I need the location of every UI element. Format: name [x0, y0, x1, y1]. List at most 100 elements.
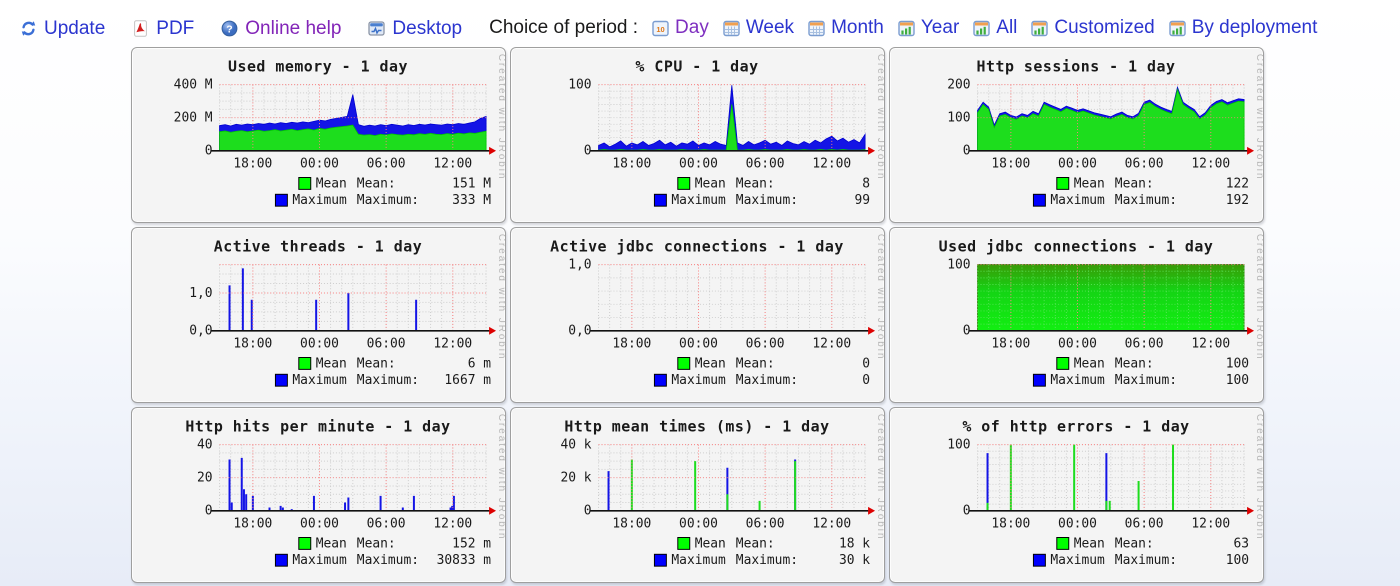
y-tick-label: 400 M [174, 78, 213, 93]
mean-stat-label: Mean: [1115, 356, 1154, 371]
chart-panel-http-sessions[interactable]: Http sessions - 1 day 0 100 200 18:00 00:00 06… [889, 47, 1264, 223]
x-tick-label: 18:00 [233, 337, 272, 352]
mean-legend-name: Mean [1074, 536, 1105, 551]
jrobin-watermark: Created with JRobin [1254, 234, 1263, 360]
chart-http-sessions[interactable]: Http sessions - 1 day 0 100 200 18:00 00:00 06… [890, 48, 1263, 220]
y-tick-label: 20 k [560, 471, 591, 486]
mean-stat-value: 122 [1226, 176, 1249, 191]
y-tick-label: 100 [568, 78, 591, 93]
x-tick-label: 00:00 [679, 157, 718, 172]
x-tick-label: 06:00 [746, 157, 785, 172]
chart-http-mean-times[interactable]: Http mean times (ms) - 1 day 0 20 k 40 k 18:… [511, 408, 884, 580]
x-tick-label: 00:00 [1058, 517, 1097, 532]
y-tick-label: 0 [963, 504, 971, 519]
toolbar-link-update[interactable]: Update [20, 19, 105, 38]
chart-panel-active-threads[interactable]: Active threads - 1 day 0,0 1,0 18:00 00:00 06… [131, 227, 506, 403]
toolbar-link-update-label: Update [44, 17, 106, 39]
x-tick-label: 12:00 [1191, 517, 1230, 532]
toolbar-link-online-help[interactable]: ? Online help [221, 19, 341, 38]
chart-active-jdbc-connections[interactable]: Active jdbc connections - 1 day 0,0 1,0 18:… [511, 228, 884, 400]
chart-panel-http-errors[interactable]: % of http errors - 1 day 0 100 18:00 00:00 06… [889, 407, 1264, 583]
svg-text:10: 10 [656, 24, 664, 33]
y-tick-label: 100 [947, 258, 970, 273]
mean-stat-label: Mean: [736, 536, 775, 551]
y-tick-label: 40 [197, 438, 213, 453]
jrobin-watermark: Created with JRobin [496, 54, 505, 180]
maximum-legend-name: Maximum [1050, 193, 1105, 208]
y-tick-label: 0,0 [568, 324, 591, 339]
chart-panel-used-jdbc-connections[interactable]: Used jdbc connections - 1 day 0 100 18:00 00… [889, 227, 1264, 403]
mean-legend-name: Mean [695, 536, 726, 551]
y-tick-label: 40 k [560, 438, 591, 453]
toolbar-link-desktop[interactable]: Desktop [368, 19, 462, 38]
y-tick-label: 100 [947, 438, 970, 453]
period-link-customized-label: Customized [1054, 17, 1155, 38]
chart-active-threads[interactable]: Active threads - 1 day 0,0 1,0 18:00 00:00 06… [132, 228, 505, 400]
chart-panel-used-memory[interactable]: Used memory - 1 day 0 200 M 400 M 18:00 00:00… [131, 47, 506, 223]
toolbar-link-pdf-label: PDF [156, 17, 195, 39]
jrobin-watermark: Created with JRobin [1254, 54, 1263, 180]
x-tick-label: 06:00 [367, 157, 406, 172]
mean-legend-swatch [298, 177, 312, 190]
mean-legend-name: Mean [1074, 176, 1105, 191]
chart-panel-active-jdbc-connections[interactable]: Active jdbc connections - 1 day 0,0 1,0 18:… [510, 227, 885, 403]
x-tick-label: 18:00 [991, 157, 1030, 172]
chart-used-jdbc-connections[interactable]: Used jdbc connections - 1 day 0 100 18:00 00… [890, 228, 1263, 400]
period-link-month[interactable]: Month [808, 17, 884, 39]
mean-legend-swatch [1056, 357, 1070, 370]
calendar-day-icon: 10 [652, 20, 669, 37]
maximum-legend-name: Maximum [671, 193, 726, 208]
toolbar-link-pdf[interactable]: PDF [132, 19, 194, 38]
chart-cpu[interactable]: % CPU - 1 day 0 100 18:00 00:00 06:00 12:00 Cre… [511, 48, 884, 220]
mean-legend-swatch [1056, 537, 1070, 550]
chart-http-hits-per-minute[interactable]: Http hits per minute - 1 day 0 20 40 18:00 00… [132, 408, 505, 580]
maximum-legend-swatch [274, 553, 288, 567]
maximum-stat-value: 0 [862, 373, 870, 388]
maximum-legend-swatch [274, 193, 288, 207]
period-link-all[interactable]: All [973, 17, 1017, 39]
period-link-week[interactable]: Week [723, 17, 794, 39]
chart-panel-http-hits-per-minute[interactable]: Http hits per minute - 1 day 0 20 40 18:00 00… [131, 407, 506, 583]
maximum-stat-label: Maximum: [1115, 193, 1177, 208]
maximum-stat-label: Maximum: [357, 553, 419, 568]
x-tick-label: 06:00 [746, 517, 785, 532]
x-tick-label: 12:00 [433, 517, 472, 532]
x-tick-label: 00:00 [300, 337, 339, 352]
chart-used-memory[interactable]: Used memory - 1 day 0 200 M 400 M 18:00 00:00… [132, 48, 505, 220]
toolbar-link-desktop-label: Desktop [392, 17, 463, 39]
y-tick-label: 200 M [174, 111, 213, 126]
period-link-day-label: Day [675, 17, 709, 38]
period-link-month-label: Month [831, 17, 884, 38]
chart-panel-cpu[interactable]: % CPU - 1 day 0 100 18:00 00:00 06:00 12:00 Cre… [510, 47, 885, 223]
x-tick-label: 18:00 [233, 157, 272, 172]
maximum-legend-name: Maximum [1050, 553, 1105, 568]
maximum-legend-swatch [1032, 373, 1046, 387]
chart-title: % of http errors - 1 day [962, 418, 1189, 436]
jrobin-watermark: Created with JRobin [1254, 414, 1263, 540]
calendar-month-icon [808, 20, 825, 37]
maximum-legend-swatch [653, 553, 667, 567]
period-link-year[interactable]: Year [898, 17, 959, 39]
mean-stat-value: 151 M [452, 176, 491, 191]
maximum-stat-label: Maximum: [736, 553, 798, 568]
mean-stat-label: Mean: [357, 536, 396, 551]
maximum-stat-label: Maximum: [357, 373, 419, 388]
x-tick-label: 06:00 [1125, 517, 1164, 532]
chart-title: Http mean times (ms) - 1 day [564, 418, 829, 436]
mean-stat-label: Mean: [736, 356, 775, 371]
y-tick-label: 1,0 [189, 286, 212, 301]
period-link-customized[interactable]: Customized [1031, 17, 1155, 39]
y-tick-label: 1,0 [568, 258, 591, 273]
mean-legend-name: Mean [316, 356, 347, 371]
chart-panel-http-mean-times[interactable]: Http mean times (ms) - 1 day 0 20 k 40 k 18:… [510, 407, 885, 583]
calendar-customized-icon [1031, 20, 1049, 37]
maximum-stat-value: 100 [1226, 553, 1249, 568]
period-link-by-deployment[interactable]: By deployment [1169, 17, 1317, 39]
chart-title: % CPU - 1 day [635, 58, 758, 76]
period-link-day[interactable]: 10 Day [652, 17, 709, 39]
calendar-all-icon [973, 20, 990, 37]
y-tick-label: 0 [963, 324, 971, 339]
maximum-legend-name: Maximum [292, 193, 347, 208]
chart-http-errors[interactable]: % of http errors - 1 day 0 100 18:00 00:00 06… [890, 408, 1263, 580]
mean-stat-label: Mean: [736, 176, 775, 191]
